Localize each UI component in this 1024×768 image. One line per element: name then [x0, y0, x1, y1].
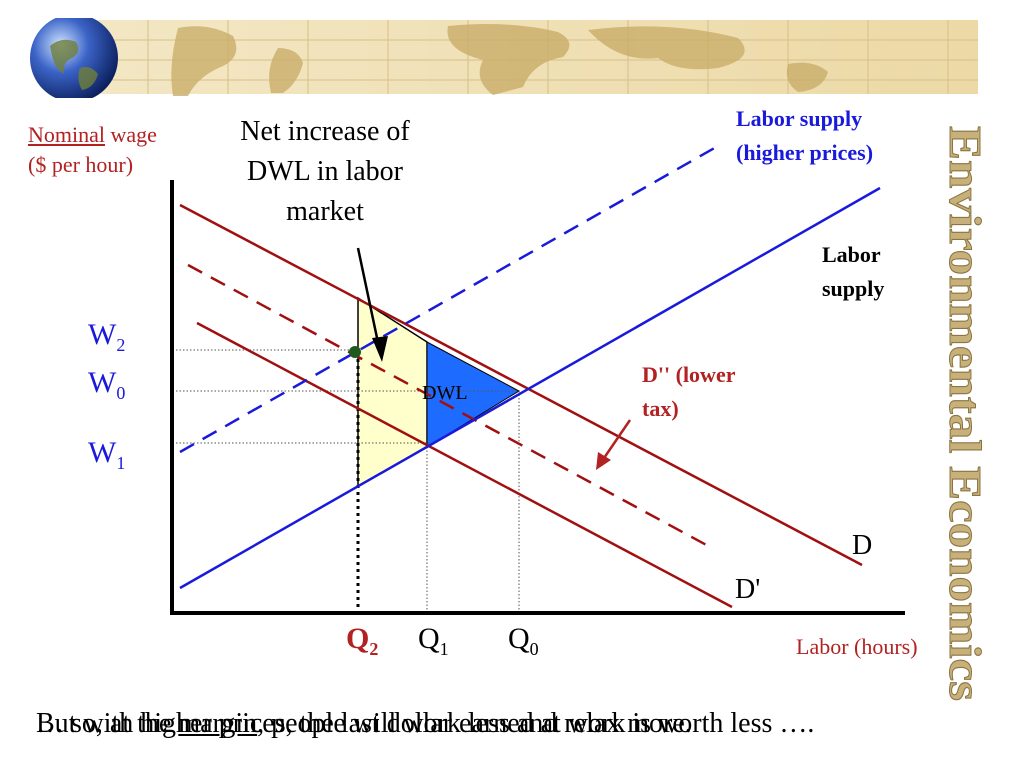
demand-label-d: D	[852, 530, 873, 561]
y-axis-label-rest: wage	[105, 122, 157, 147]
footer-text-b-underlined: margin	[178, 708, 258, 739]
demand-lower-tax-line-2: tax)	[642, 396, 679, 421]
wage-label-w1-sub: 1	[116, 453, 126, 473]
dwl-label: DWL	[422, 382, 468, 404]
net-dwl-region	[357, 296, 428, 488]
x-axis-label: Labor (hours)	[796, 634, 918, 659]
supply-higher-line-1: Labor supply	[736, 106, 863, 131]
quantity-label-q2: Q2	[346, 622, 378, 660]
side-title-vertical: Environmental Economics	[944, 126, 988, 702]
side-title-text: Environmental Economics	[944, 126, 988, 701]
footer-text-b-suffix: , people will work less and relax more.	[257, 708, 692, 739]
demand-curve-d	[179, 203, 863, 567]
wage-label-w1-main: W	[88, 436, 117, 469]
header-banner	[30, 18, 978, 98]
quantity-label-q1: Q1	[418, 622, 449, 660]
supply-line-2: supply	[822, 276, 885, 301]
annotation-line-3: market	[286, 196, 364, 227]
globe-land	[50, 39, 98, 90]
axes	[170, 180, 905, 615]
wage-label-w0: W0	[88, 366, 125, 404]
wage-label-w2: W2	[88, 318, 125, 356]
annotation-text: Net increase of DWL in labor market	[205, 112, 445, 232]
footer-text-b: … so, at the margin, people will work le…	[36, 708, 692, 740]
guide-lines	[176, 349, 520, 612]
supply-curve	[179, 186, 881, 590]
quantity-label-q1-sub: 1	[439, 639, 449, 659]
annotation-line-2: DWL in labor	[246, 156, 404, 187]
annotation-arrowhead	[372, 336, 388, 362]
annotation-arrow	[356, 247, 382, 353]
quantity-label-q0-main: Q	[508, 622, 530, 655]
wage-label-w0-main: W	[88, 366, 117, 399]
d-double-prime-arrow	[600, 419, 632, 462]
wage-label-w2-sub: 2	[116, 335, 126, 355]
annotation-line-1: Net increase of	[240, 116, 410, 147]
demand-lower-tax-label: D'' (lower tax)	[642, 358, 735, 426]
quantity-label-q0: Q0	[508, 622, 539, 660]
demand-label-d-prime: D'	[735, 574, 761, 605]
y-axis-label: Nominal wage ($ per hour)	[28, 120, 157, 180]
supply-higher-line-2: (higher prices)	[736, 140, 874, 165]
supply-line-1: Labor	[822, 242, 881, 267]
wage-label-w1: W1	[88, 436, 125, 474]
supply-higher-label: Labor supply (higher prices)	[736, 102, 873, 170]
supply-label: Labor supply	[822, 238, 884, 306]
demand-lower-tax-line-1: D'' (lower	[642, 362, 736, 387]
y-axis-label-underlined: Nominal	[28, 122, 105, 147]
footer-text-a: But with higher prices, the last dollar …	[36, 708, 815, 739]
y-axis-label-unit: ($ per hour)	[28, 152, 134, 177]
map-continents	[171, 24, 828, 97]
d-double-prime-arrowhead	[596, 452, 611, 470]
quantity-label-q2-main: Q	[346, 622, 370, 655]
demand-curve-d-double-prime	[187, 263, 713, 550]
wage-label-w2-main: W	[88, 318, 117, 351]
wage-label-w0-sub: 0	[116, 383, 126, 403]
footer-text-b-prefix: … so, at the	[36, 708, 179, 739]
quantity-label-q2-sub: 2	[369, 639, 379, 659]
q2-point	[349, 346, 361, 358]
demand-curve-d-prime	[196, 321, 733, 609]
quantity-label-q1-main: Q	[418, 622, 440, 655]
quantity-label-q0-sub: 0	[529, 639, 539, 659]
